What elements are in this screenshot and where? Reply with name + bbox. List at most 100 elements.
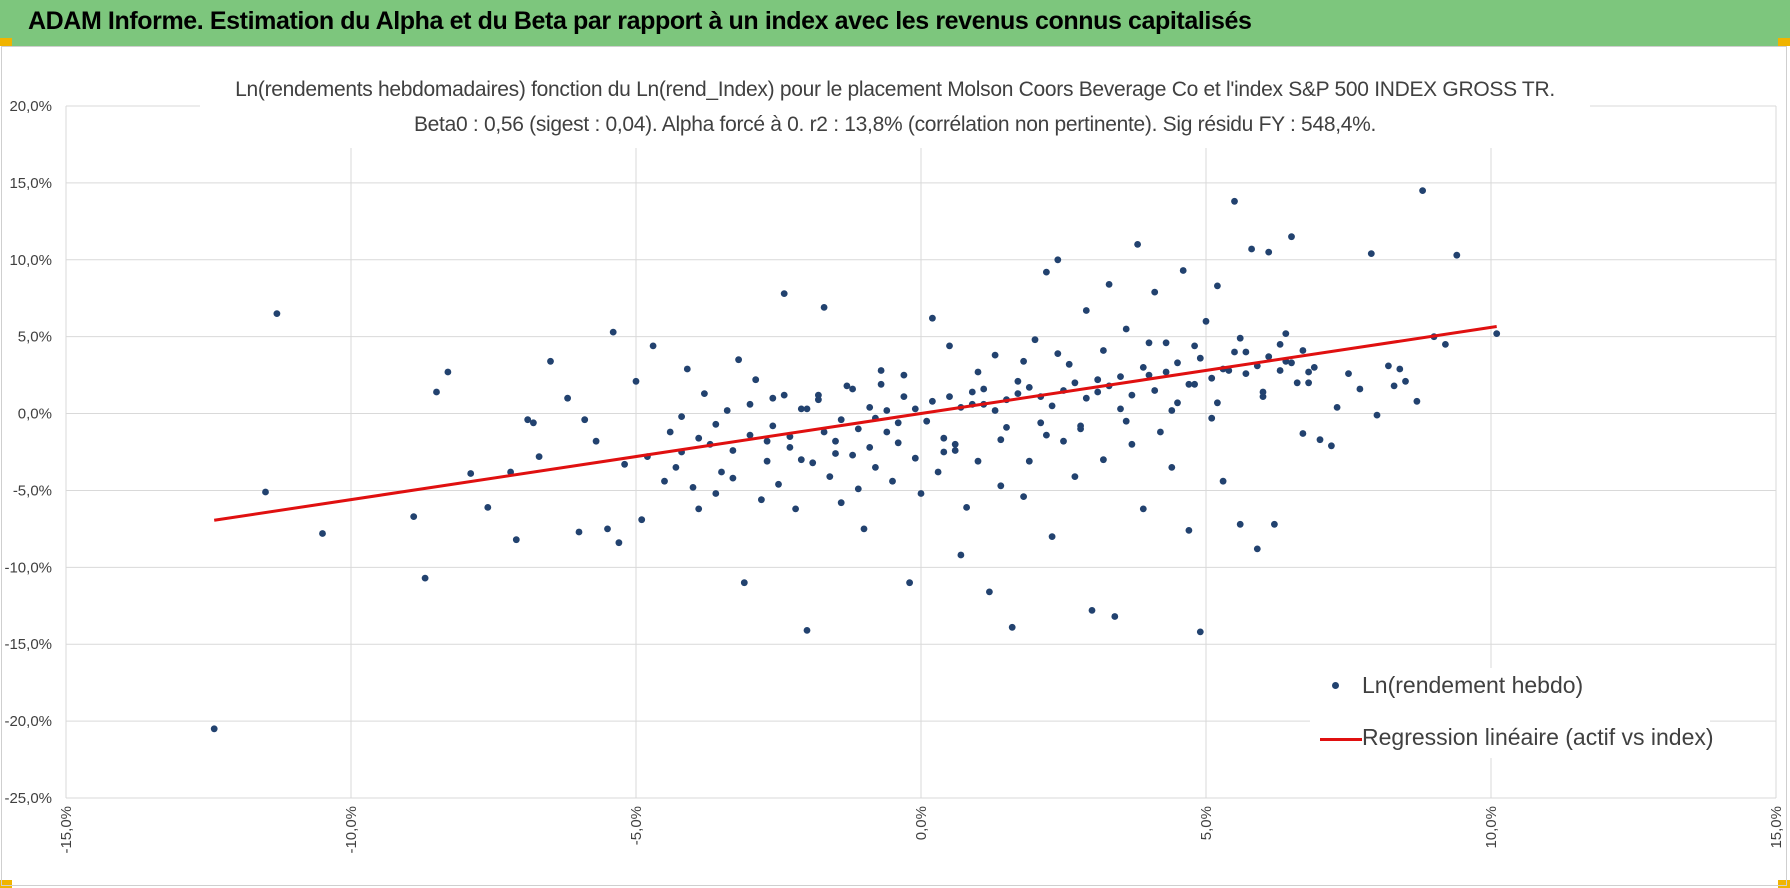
data-point: [815, 396, 822, 404]
data-point: [1105, 281, 1113, 288]
data-point: [507, 468, 514, 476]
data-point: [1088, 607, 1096, 614]
data-point: [1367, 250, 1375, 257]
data-point: [860, 525, 868, 533]
chart-frame: [1, 46, 1787, 886]
data-point: [615, 539, 623, 547]
data-point: [957, 551, 965, 559]
data-point: [444, 368, 452, 376]
data-point: [1185, 380, 1193, 388]
data-point: [929, 397, 936, 405]
data-point: [820, 304, 828, 311]
data-point: [1305, 368, 1312, 376]
x-tick-label: -15,0%: [58, 806, 75, 854]
data-point: [1185, 527, 1193, 534]
y-tick-label: -15,0%: [4, 636, 52, 653]
data-point: [877, 367, 885, 374]
data-point: [1111, 613, 1119, 620]
data-point: [832, 437, 839, 445]
data-point: [1139, 364, 1147, 371]
data-point: [986, 588, 993, 596]
data-point: [729, 447, 737, 454]
data-point: [780, 391, 788, 399]
data-point: [609, 328, 617, 336]
data-point: [1282, 330, 1290, 337]
data-point: [1242, 370, 1250, 377]
data-point: [780, 290, 788, 297]
data-point: [1242, 348, 1250, 356]
data-point: [940, 434, 948, 442]
legend-label-points: Ln(rendement hebdo): [1362, 672, 1584, 698]
data-point: [934, 468, 942, 476]
data-point: [1259, 388, 1267, 396]
data-point: [1293, 379, 1301, 387]
data-point: [604, 525, 611, 533]
data-point: [661, 477, 668, 485]
data-point: [1145, 371, 1153, 379]
data-point: [849, 385, 856, 393]
y-tick-label: -5,0%: [13, 482, 52, 499]
data-point: [746, 400, 754, 408]
data-point: [1396, 365, 1404, 373]
data-point: [940, 448, 948, 456]
data-point: [1008, 623, 1016, 631]
data-point: [786, 444, 794, 451]
data-point: [672, 464, 680, 471]
data-point: [1117, 405, 1124, 413]
data-point: [729, 474, 737, 482]
corner-marker-top-right: [1778, 38, 1790, 46]
data-point: [991, 407, 999, 414]
data-point: [1390, 382, 1398, 390]
data-point: [1162, 368, 1170, 376]
data-point: [1231, 348, 1238, 356]
data-point: [758, 496, 765, 504]
data-point: [547, 357, 554, 365]
data-point: [695, 505, 703, 513]
data-point: [1037, 419, 1045, 427]
data-point: [484, 504, 492, 511]
data-point: [1208, 414, 1216, 422]
data-point: [1043, 431, 1050, 439]
data-point: [1248, 245, 1255, 253]
y-tick-label: 5,0%: [18, 329, 52, 346]
data-point: [889, 477, 896, 485]
data-point: [210, 725, 218, 733]
x-tick-label: 15,0%: [1768, 806, 1785, 849]
data-point: [1202, 317, 1210, 325]
data-point: [1333, 404, 1341, 411]
data-point: [1179, 267, 1187, 274]
data-point: [1174, 399, 1181, 407]
data-point: [1054, 256, 1062, 264]
data-point: [723, 407, 731, 414]
data-point: [575, 528, 583, 536]
data-point: [792, 505, 799, 513]
data-point: [1253, 545, 1261, 553]
data-point: [837, 416, 845, 424]
data-point: [564, 394, 571, 402]
chart-legend: [1310, 668, 1710, 758]
data-point: [1025, 384, 1033, 391]
data-point: [683, 365, 691, 373]
data-point: [775, 480, 782, 488]
data-point: [512, 536, 520, 544]
data-point: [535, 453, 543, 460]
data-point: [649, 342, 657, 350]
regression-line-group: [213, 325, 1497, 522]
data-point: [746, 431, 754, 439]
data-point: [803, 405, 811, 413]
y-tick-label: 10,0%: [9, 252, 52, 269]
data-point: [524, 416, 532, 424]
legend-marker-points: [1332, 682, 1339, 689]
data-point: [797, 456, 805, 464]
data-point: [530, 419, 537, 427]
data-point: [1453, 251, 1461, 259]
data-point: [666, 428, 674, 436]
data-point: [854, 485, 862, 493]
data-point: [1014, 377, 1022, 385]
data-point: [712, 420, 720, 428]
data-point: [1214, 399, 1221, 407]
data-point: [894, 439, 902, 447]
data-point: [832, 450, 839, 457]
data-point: [1117, 373, 1124, 380]
data-point: [1071, 473, 1079, 480]
